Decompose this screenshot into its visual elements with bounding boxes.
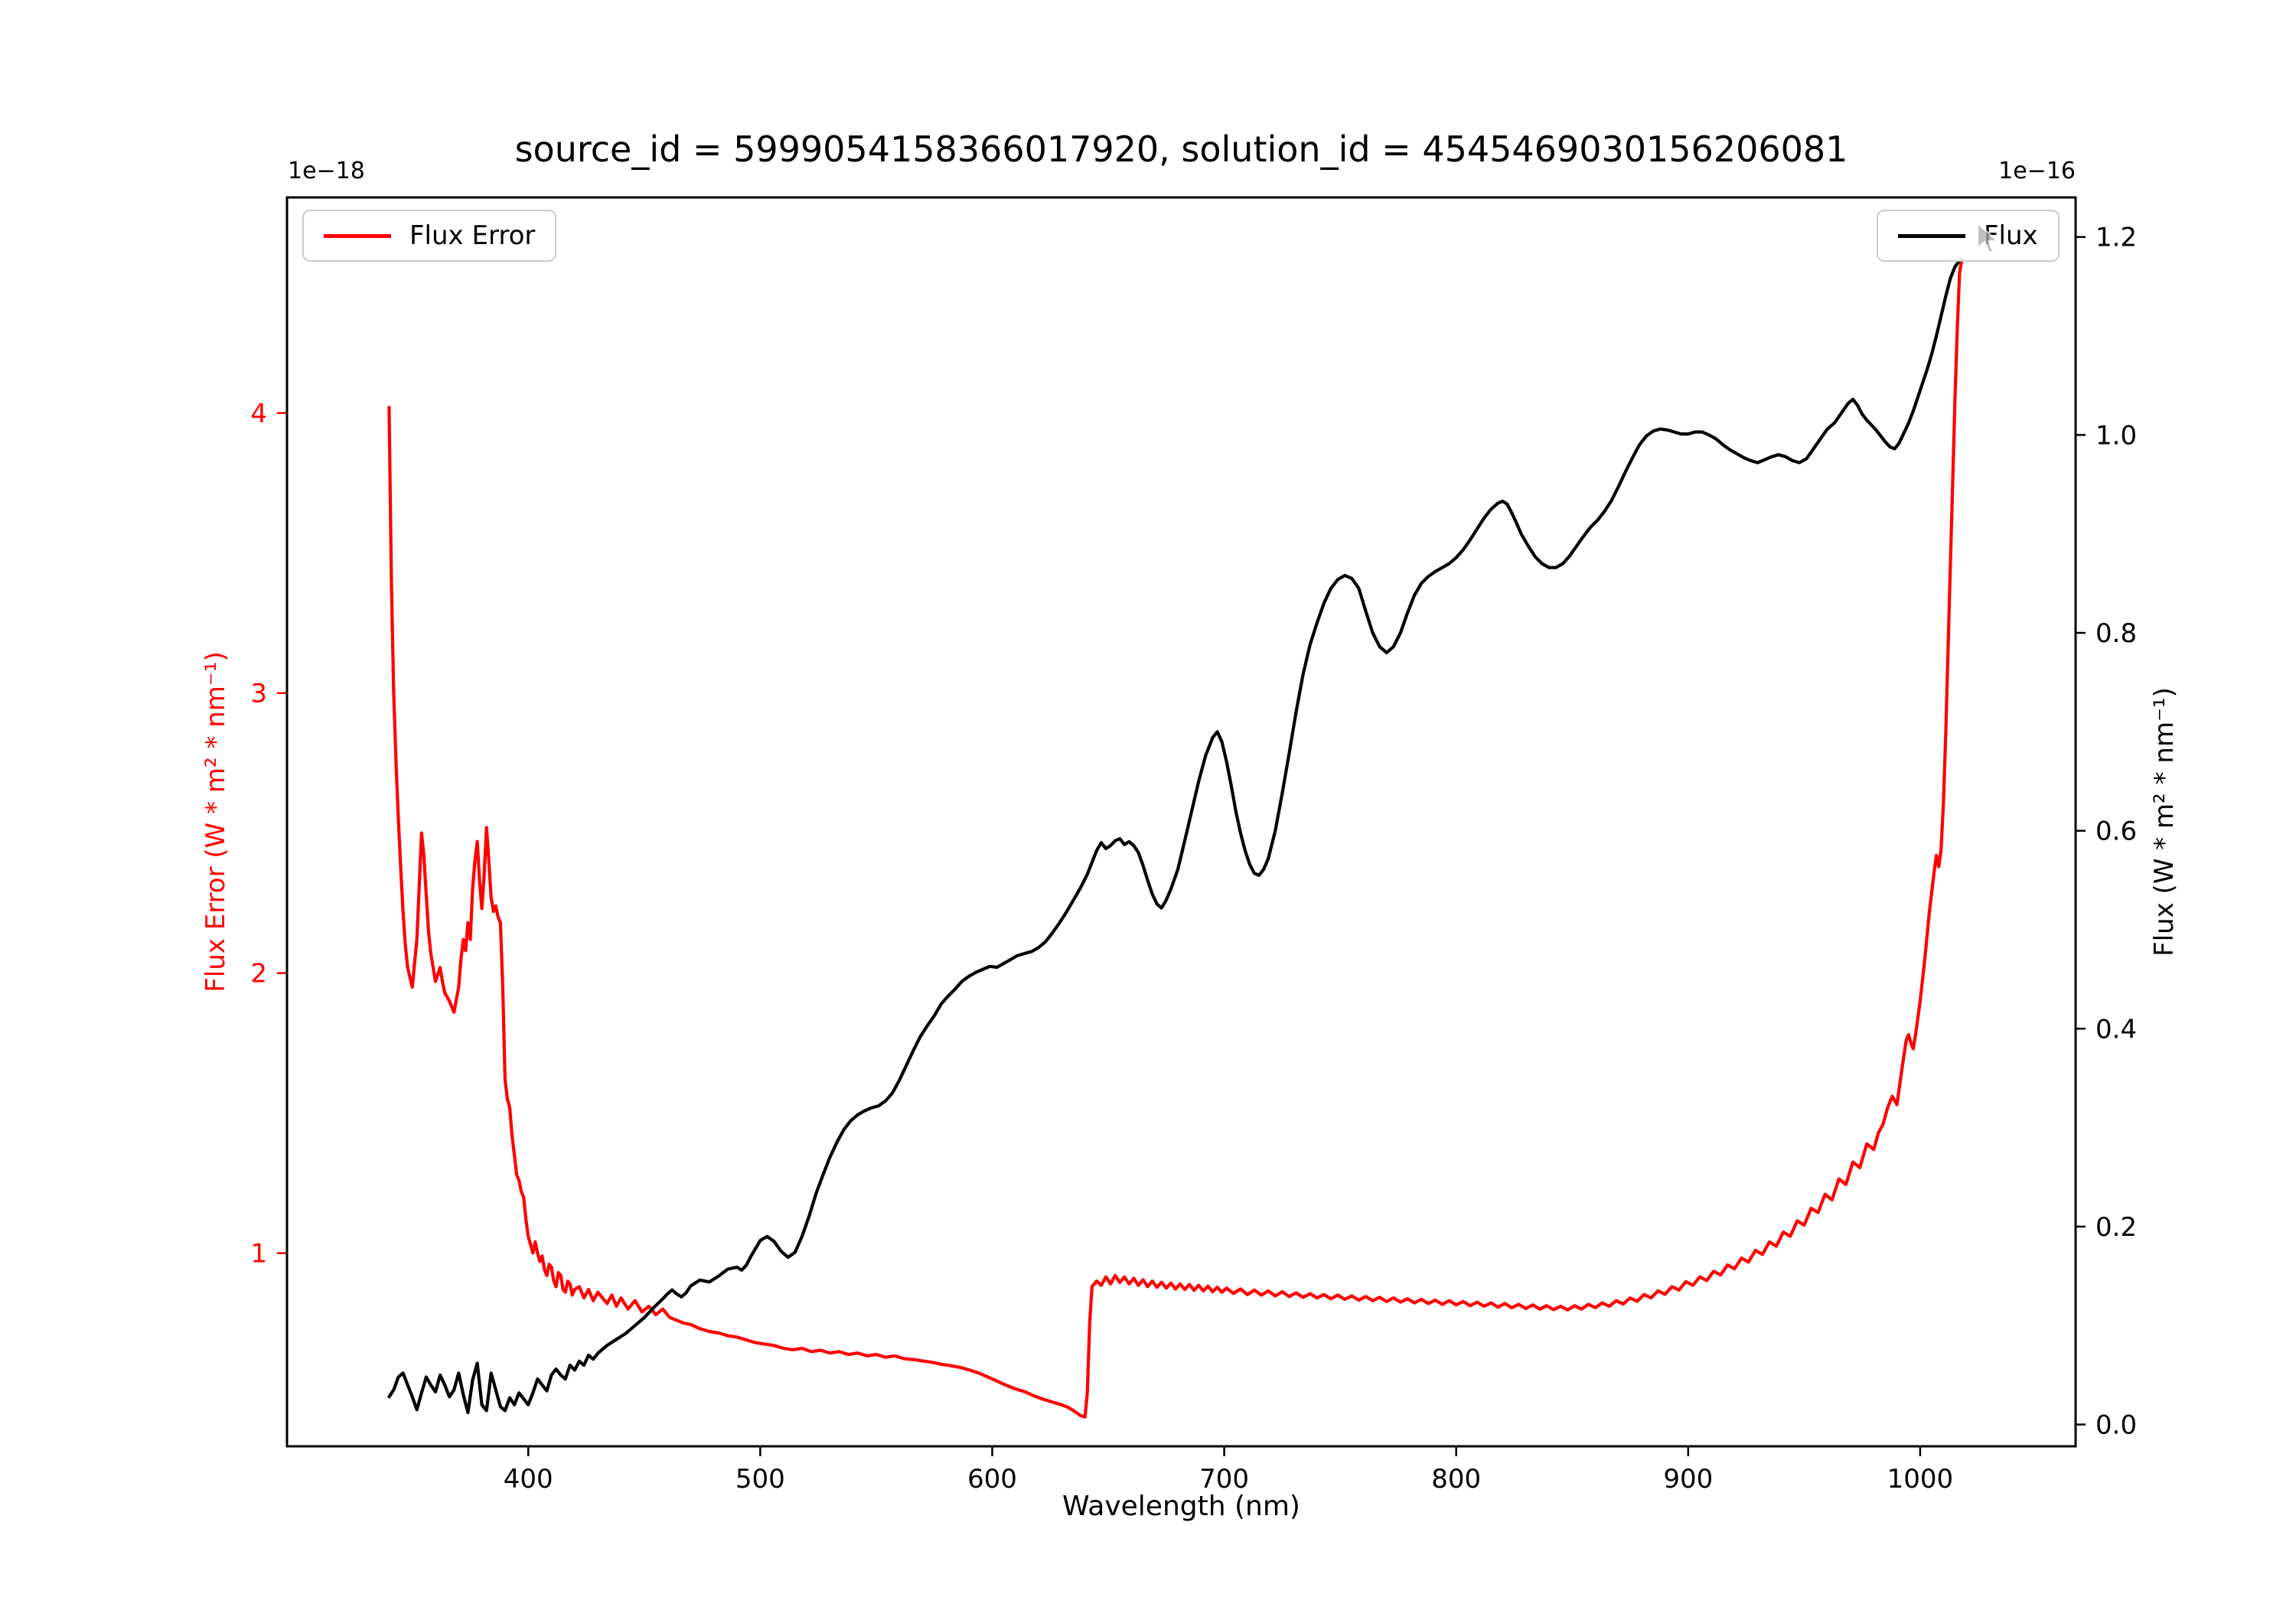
x-tick-label: 1000 [1887, 1464, 1954, 1495]
flux-error-line-sample [324, 233, 391, 238]
right-y-tick-label: 0.0 [2095, 1410, 2137, 1441]
right-y-tick-label: 0.6 [2095, 817, 2137, 847]
legend-flux-label: Flux [1984, 220, 2038, 251]
right-y-tick-label: 0.4 [2095, 1014, 2137, 1045]
plot-title: source_id = 5999054158366017920, solutio… [514, 129, 1848, 170]
right-y-tick-label: 0.2 [2095, 1212, 2137, 1243]
legend-flux-error: Flux Error [302, 210, 557, 262]
right-y-tick-label: 0.8 [2095, 618, 2137, 649]
right-y-tick-label: 1.0 [2095, 420, 2137, 451]
x-tick-label: 600 [967, 1464, 1017, 1495]
right-y-axis-label: Flux (W * m² * nm⁻¹) [2149, 687, 2180, 957]
x-tick-label: 800 [1431, 1464, 1481, 1495]
right-axis-offset-label: 1e−16 [1998, 158, 2076, 184]
series-flux-error [387, 257, 1964, 1419]
left-y-tick-label: 4 [250, 399, 267, 429]
x-tick-label: 500 [735, 1464, 785, 1495]
legend-flux-error-label: Flux Error [409, 220, 536, 251]
left-y-tick-label: 2 [250, 959, 267, 989]
axes-spine [285, 196, 2077, 1448]
right-y-tick-label: 1.2 [2095, 223, 2137, 253]
x-tick-label: 700 [1199, 1464, 1249, 1495]
left-axis-offset-label: 1e−18 [288, 158, 365, 184]
x-tick-label: 900 [1663, 1464, 1713, 1495]
left-y-tick-label: 3 [250, 679, 267, 709]
x-tick-label: 400 [504, 1464, 553, 1495]
left-y-tick-label: 1 [250, 1239, 267, 1270]
flux-line-sample [1898, 233, 1965, 238]
series-flux [387, 259, 1962, 1415]
left-y-axis-label: Flux Error (W * m² * nm⁻¹) [201, 651, 231, 993]
legend-flux: Flux [1877, 210, 2060, 262]
x-axis-label: Wavelength (nm) [1062, 1491, 1300, 1522]
